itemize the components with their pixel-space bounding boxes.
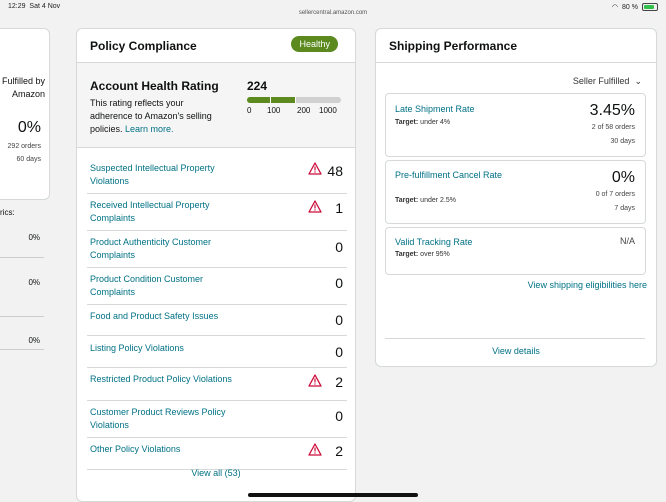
violation-count: 2 bbox=[335, 374, 343, 390]
list-item: Suspected Intellectual Property Violatio… bbox=[87, 156, 347, 194]
ahr-tick: 1000 bbox=[319, 106, 337, 115]
left-metric-value: 0% bbox=[28, 233, 40, 242]
valid-tracking-rate-box: Valid Tracking Rate Target: over 95% N/A bbox=[385, 227, 646, 275]
violation-link[interactable]: Other Policy Violations bbox=[90, 444, 181, 454]
status-bar: 12:29 Sat 4 Nov sellercentral.amazon.com… bbox=[0, 0, 666, 18]
list-item: Product Authenticity Customer Complaints… bbox=[87, 231, 347, 268]
home-indicator[interactable] bbox=[248, 493, 418, 497]
policy-card-title: Policy Compliance bbox=[90, 39, 197, 53]
metric-target: Target: under 4% bbox=[395, 119, 451, 126]
status-icons: ◠ 80 % bbox=[612, 3, 658, 11]
left-metric-value: 0% bbox=[28, 336, 40, 345]
view-shipping-eligibilities-link[interactable]: View shipping eligibilities here bbox=[527, 280, 647, 290]
violation-link[interactable]: Food and Product Safety Issues bbox=[90, 311, 219, 321]
ahr-tick: 100 bbox=[267, 106, 281, 115]
ahr-tick: 0 bbox=[247, 106, 252, 115]
ahr-ticks: 0 100 200 1000 bbox=[247, 106, 341, 118]
violation-link[interactable]: Restricted Product Policy Violations bbox=[90, 374, 232, 384]
ahr-description: This rating reflects your adherence to A… bbox=[90, 98, 212, 134]
metric-target: Target: under 2.5% bbox=[395, 197, 456, 204]
metric-detail: 2 of 58 orders bbox=[591, 124, 635, 131]
pre-fulfillment-cancel-rate-box: Pre-fulfillment Cancel Rate Target: unde… bbox=[385, 160, 646, 224]
view-details-link[interactable]: View details bbox=[492, 346, 540, 356]
list-item: Restricted Product Policy Violations 2 bbox=[87, 368, 347, 401]
fba-orders-detail: 292 orders 60 days bbox=[7, 143, 41, 163]
healthy-badge: Healthy bbox=[291, 36, 338, 52]
list-item: Other Policy Violations 2 bbox=[87, 438, 347, 470]
wifi-icon: ◠ bbox=[611, 4, 619, 11]
violation-count: 0 bbox=[335, 312, 343, 328]
learn-more-link[interactable]: Learn more. bbox=[125, 124, 174, 134]
fulfilled-by-amazon-label: Fulfilled by Amazon bbox=[1, 76, 45, 99]
list-item: Food and Product Safety Issues 0 bbox=[87, 305, 347, 336]
chevron-down-icon: ⌄ bbox=[631, 76, 642, 86]
divider bbox=[0, 257, 44, 258]
violation-count: 0 bbox=[335, 239, 343, 255]
violation-link[interactable]: Product Condition Customer Complaints bbox=[90, 274, 204, 297]
metric-value: N/A bbox=[619, 236, 635, 246]
list-item: Listing Policy Violations 0 bbox=[87, 336, 347, 368]
ahr-tick: 200 bbox=[297, 106, 311, 115]
warning-icon bbox=[308, 374, 322, 387]
warning-icon bbox=[308, 162, 322, 175]
view-all-link[interactable]: View all (53) bbox=[191, 468, 241, 478]
policy-card-header: Policy Compliance Healthy bbox=[77, 29, 355, 63]
metric-link[interactable]: Late Shipment Rate bbox=[395, 104, 475, 114]
violation-count: 1 bbox=[335, 200, 343, 216]
metrics-label: rics: bbox=[0, 208, 15, 217]
warning-icon bbox=[308, 443, 322, 456]
late-shipment-rate-box: Late Shipment Rate Target: under 4% 3.45… bbox=[385, 93, 646, 157]
violation-count: 0 bbox=[335, 275, 343, 291]
url-bar[interactable]: sellercentral.amazon.com bbox=[298, 10, 368, 16]
metric-value: 3.45% bbox=[589, 102, 635, 119]
metric-value: 0% bbox=[611, 169, 635, 186]
shipping-card-title: Shipping Performance bbox=[389, 39, 518, 53]
fulfillment-filter-dropdown[interactable]: Seller Fulfilled ⌄ bbox=[572, 76, 642, 86]
violation-count: 48 bbox=[327, 163, 343, 179]
violation-count: 0 bbox=[335, 344, 343, 360]
ahr-bar-segment bbox=[295, 97, 296, 103]
violation-link[interactable]: Received Intellectual Property Complaint… bbox=[90, 200, 210, 223]
battery-icon bbox=[642, 3, 658, 11]
violation-count: 0 bbox=[335, 408, 343, 424]
ahr-score: 224 bbox=[247, 79, 268, 93]
list-item: Customer Product Reviews Policy Violatio… bbox=[87, 401, 347, 438]
ahr-title: Account Health Rating bbox=[90, 79, 219, 93]
violations-list: Suspected Intellectual Property Violatio… bbox=[87, 156, 347, 470]
violation-link[interactable]: Listing Policy Violations bbox=[90, 343, 184, 353]
fba-rate-value: 0% bbox=[17, 119, 41, 136]
shipping-performance-card: Shipping Performance Seller Fulfilled ⌄ … bbox=[375, 28, 657, 367]
policy-compliance-card: Policy Compliance Healthy Account Health… bbox=[76, 28, 356, 502]
ahr-bar-segment bbox=[270, 97, 271, 103]
list-item: Product Condition Customer Complaints 0 bbox=[87, 268, 347, 305]
status-time: 12:29 Sat 4 Nov bbox=[8, 3, 61, 10]
violation-count: 2 bbox=[335, 443, 343, 459]
divider bbox=[0, 349, 44, 350]
left-metric-value: 0% bbox=[28, 278, 40, 287]
list-item: Received Intellectual Property Complaint… bbox=[87, 194, 347, 231]
ahr-score-fill bbox=[247, 97, 297, 103]
warning-icon bbox=[308, 200, 322, 213]
violation-link[interactable]: Customer Product Reviews Policy Violatio… bbox=[90, 407, 226, 430]
divider bbox=[385, 338, 645, 339]
account-health-rating: Account Health Rating This rating reflec… bbox=[77, 63, 355, 148]
metric-link[interactable]: Pre-fulfillment Cancel Rate bbox=[395, 170, 503, 180]
metric-detail: 0 of 7 orders bbox=[595, 191, 635, 198]
shipping-card-header: Shipping Performance bbox=[376, 29, 656, 63]
violation-link[interactable]: Suspected Intellectual Property Violatio… bbox=[90, 163, 215, 186]
battery-percent: 80 % bbox=[622, 3, 638, 11]
violation-link[interactable]: Product Authenticity Customer Complaints bbox=[90, 237, 212, 260]
fba-performance-card: Fulfilled by Amazon 0% 292 orders 60 day… bbox=[0, 28, 50, 200]
divider bbox=[0, 316, 44, 317]
metric-target: Target: over 95% bbox=[395, 251, 450, 258]
metric-period: 7 days bbox=[614, 205, 635, 212]
metric-period: 30 days bbox=[610, 138, 635, 145]
ahr-score-bar bbox=[247, 97, 341, 103]
metric-link[interactable]: Valid Tracking Rate bbox=[395, 237, 473, 247]
